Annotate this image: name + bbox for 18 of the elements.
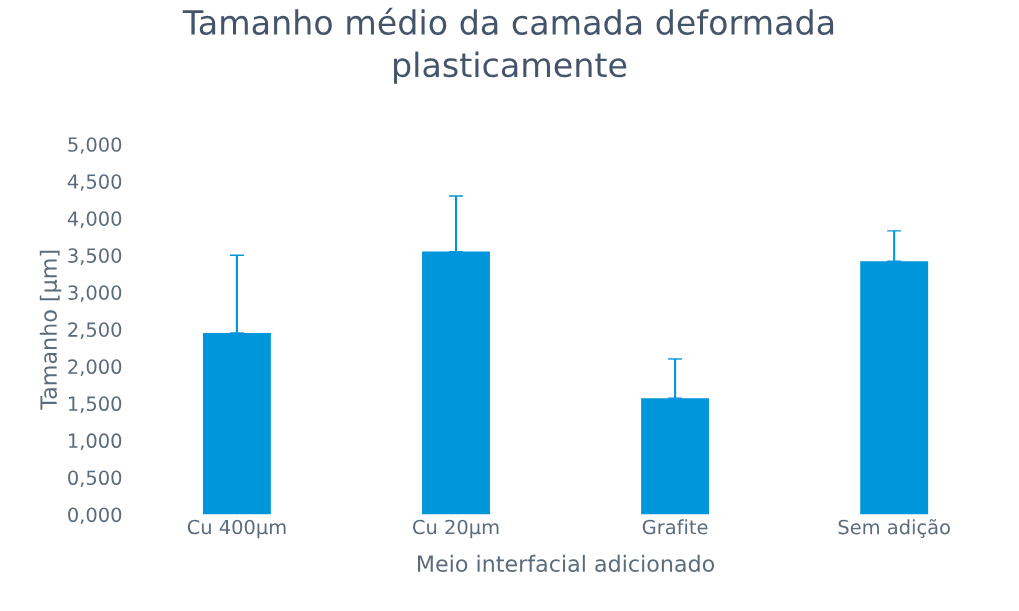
- y-tick-label: 2,000: [68, 359, 122, 376]
- x-axis-title: Meio interfacial adicionado: [418, 554, 715, 573]
- y-tick-label: 2,500: [68, 322, 122, 339]
- y-tick-label: 3,000: [68, 285, 122, 302]
- y-tick-label: 0,000: [68, 507, 122, 525]
- x-tick-label: Cu 20µm: [413, 519, 499, 539]
- x-tick-label: Grafite: [642, 519, 708, 535]
- y-axis-title: Tamanho [µm]: [39, 250, 62, 410]
- y-tick-label: 1,500: [68, 396, 122, 414]
- y-tick-label: 1,000: [68, 433, 122, 451]
- y-tick-label: 4,500: [67, 174, 122, 191]
- x-tick-label: Sem adição: [838, 519, 950, 538]
- y-tick-label: 5,000: [68, 137, 122, 154]
- y-tick-label: 3,500: [68, 248, 122, 265]
- y-tick-label: 0,500: [68, 470, 122, 488]
- chart-title: Tamanho médio da camada deformada plasticamente: [182, 7, 834, 84]
- y-tick-label: 4,000: [67, 211, 122, 228]
- x-tick-label: Cu 400µm: [187, 519, 286, 539]
